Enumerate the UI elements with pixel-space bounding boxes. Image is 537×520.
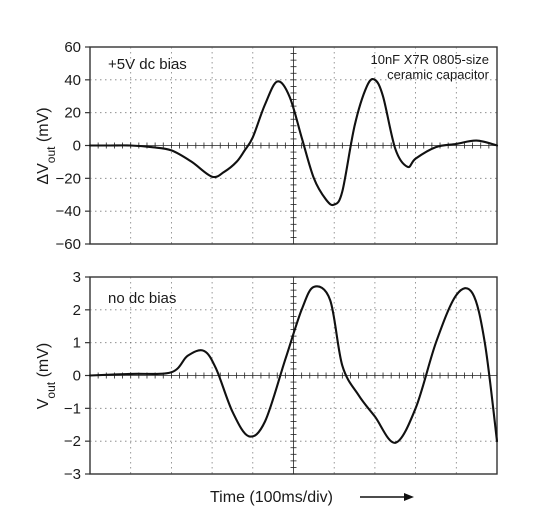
top-y-tick-label: −20 [56,170,81,187]
bottom-vout-trace [88,285,499,444]
top-y-ticks: −60 −40 −20 0 20 40 60 [56,39,90,253]
top-y-axis-label: ΔVout (mV) [35,107,58,184]
top-grid [89,46,498,245]
top-y-tick-label: −60 [56,236,81,253]
bottom-y-tick-label: 2 [73,302,81,319]
top-y-tick-label: −40 [56,203,81,220]
top-y-tick-label: 0 [73,138,81,155]
bottom-y-tick-label: −3 [64,466,81,483]
top-bias-label: +5V dc bias [108,56,187,73]
time-arrow-icon [360,493,414,501]
top-delta-vout-trace [88,78,499,207]
top-panel: −60 −40 −20 0 20 40 60 +5V dc bias 10nF X7R 08… [35,39,499,253]
top-capacitor-label-line1: 10nF X7R 0805-size [370,52,489,67]
top-capacitor-label-line2: ceramic capacitor [387,67,490,82]
bottom-y-ticks: −3 −2 −1 0 1 2 3 [64,269,90,483]
bottom-y-tick-label: 0 [73,368,81,385]
bottom-y-tick-label: 3 [73,269,81,286]
top-y-tick-label: 20 [64,105,81,122]
bottom-y-axis-label: Vout (mV) [35,343,58,409]
bottom-grid [89,276,498,475]
bottom-bias-label: no dc bias [108,290,176,307]
top-y-tick-label: 40 [64,72,81,89]
top-y-tick-label: 60 [64,39,81,56]
bottom-y-tick-label: 1 [73,335,81,352]
bottom-y-tick-label: −2 [64,433,81,450]
x-axis-label: Time (100ms/div) [210,489,333,506]
bottom-y-tick-label: −1 [64,400,81,417]
bottom-panel: −3 −2 −1 0 1 2 3 no dc bias Vout (mV) [35,269,499,483]
